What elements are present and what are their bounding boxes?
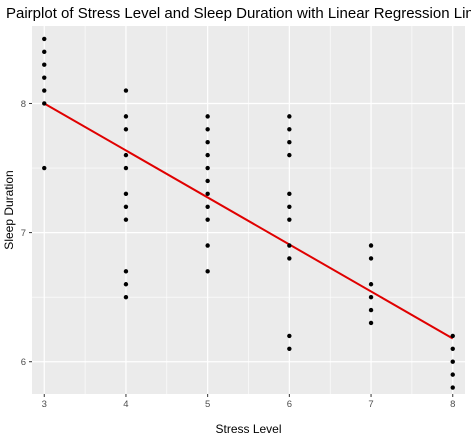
- x-axis-title: Stress Level: [215, 422, 281, 436]
- data-point: [368, 294, 374, 300]
- data-point: [368, 282, 374, 287]
- data-point: [123, 294, 129, 300]
- regression-line: [43, 102, 454, 340]
- data-point: [450, 346, 455, 352]
- data-point: [287, 114, 292, 119]
- data-point: [123, 217, 129, 222]
- data-point: [287, 191, 292, 197]
- data-point: [205, 140, 210, 145]
- data-point: [368, 320, 374, 326]
- data-point: [205, 165, 210, 171]
- data-point: [123, 165, 129, 171]
- data-point: [450, 372, 455, 377]
- data-point: [205, 269, 210, 274]
- data-point: [287, 346, 292, 352]
- data-point: [205, 152, 210, 158]
- data-point: [205, 178, 210, 184]
- data-points: [42, 36, 455, 390]
- x-tick-label: 6: [287, 399, 292, 410]
- data-point: [287, 333, 292, 339]
- data-point: [287, 217, 292, 222]
- data-point: [287, 152, 292, 158]
- data-point: [205, 243, 210, 248]
- data-point: [123, 114, 129, 119]
- x-tick-label: 4: [123, 399, 128, 410]
- chart-title: Pairplot of Stress Level and Sleep Durat…: [6, 5, 471, 22]
- x-axis-ticks: 3 4 5 6 7 8: [42, 394, 455, 410]
- y-axis-title: Sleep Duration: [2, 170, 16, 249]
- data-point: [368, 256, 374, 261]
- data-point: [123, 88, 129, 93]
- data-point: [450, 333, 455, 339]
- x-tick-label: 8: [450, 399, 455, 410]
- y-axis-ticks: 6 7 8: [21, 99, 32, 368]
- data-point: [450, 385, 455, 390]
- x-tick-label: 3: [42, 399, 47, 410]
- data-point: [287, 243, 292, 248]
- regression-line-group: [43, 102, 454, 340]
- data-point: [287, 127, 292, 132]
- data-point: [123, 282, 129, 287]
- x-tick-label: 5: [205, 399, 210, 410]
- data-point: [287, 140, 292, 145]
- y-tick-label: 7: [21, 228, 26, 239]
- grid-lines: [32, 26, 465, 394]
- y-tick-label: 8: [21, 99, 26, 110]
- data-point: [450, 359, 455, 364]
- y-tick-label: 6: [21, 357, 26, 368]
- data-point: [42, 75, 47, 80]
- data-point: [287, 204, 292, 209]
- data-point: [287, 256, 292, 261]
- data-point: [42, 36, 47, 42]
- data-point: [205, 114, 210, 119]
- data-point: [123, 269, 129, 274]
- data-point: [42, 165, 47, 171]
- data-point: [42, 49, 47, 55]
- data-point: [205, 204, 210, 209]
- x-tick-label: 7: [368, 399, 373, 410]
- data-point: [123, 127, 129, 132]
- data-point: [205, 127, 210, 132]
- data-point: [42, 88, 47, 93]
- data-point: [205, 191, 210, 197]
- data-point: [42, 62, 47, 67]
- data-point: [123, 152, 129, 158]
- data-point: [368, 307, 374, 313]
- data-point: [42, 101, 47, 106]
- data-point: [368, 243, 374, 248]
- data-point: [123, 204, 129, 209]
- data-point: [205, 217, 210, 222]
- data-point: [123, 191, 129, 197]
